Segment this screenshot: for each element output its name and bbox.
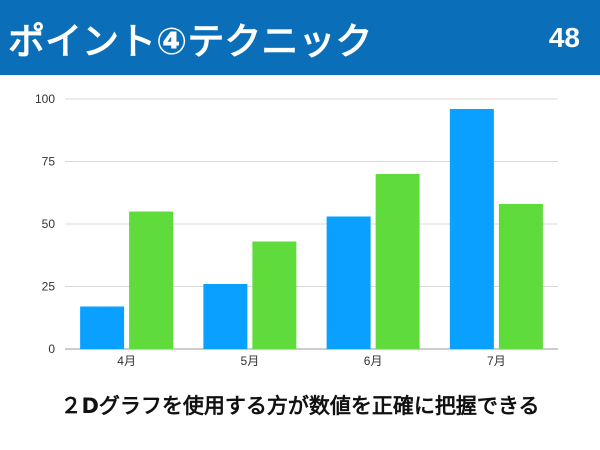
x-tick-label: 6月	[364, 354, 383, 368]
bar	[449, 109, 494, 349]
bar-chart-svg: 0 25 50 75 100 4月 5月 6月 7月	[35, 92, 558, 368]
bar	[498, 204, 543, 349]
bar	[326, 216, 371, 349]
slide-caption: ２Dグラフを使用する方が数値を正確に把握できる	[60, 394, 540, 418]
page-number: 48	[548, 21, 580, 53]
bar	[203, 284, 248, 349]
bar-chart: 0 25 50 75 100 4月 5月 6月 7月	[0, 75, 600, 380]
x-tick-label: 7月	[487, 354, 506, 368]
bar	[252, 241, 297, 349]
y-tick-label: 75	[42, 155, 56, 169]
bar	[129, 211, 174, 349]
x-tick-label: 4月	[117, 354, 136, 368]
bar	[375, 174, 420, 349]
y-tick-label: 50	[42, 217, 56, 231]
bar	[80, 306, 125, 349]
y-tick-label: 0	[48, 342, 55, 356]
slide-title: ポイント④テクニック	[8, 19, 373, 63]
y-tick-label: 25	[42, 280, 56, 294]
x-tick-label: 5月	[241, 354, 260, 368]
y-tick-label: 100	[35, 92, 55, 106]
slide-header: ポイント④テクニック 48	[0, 0, 600, 75]
